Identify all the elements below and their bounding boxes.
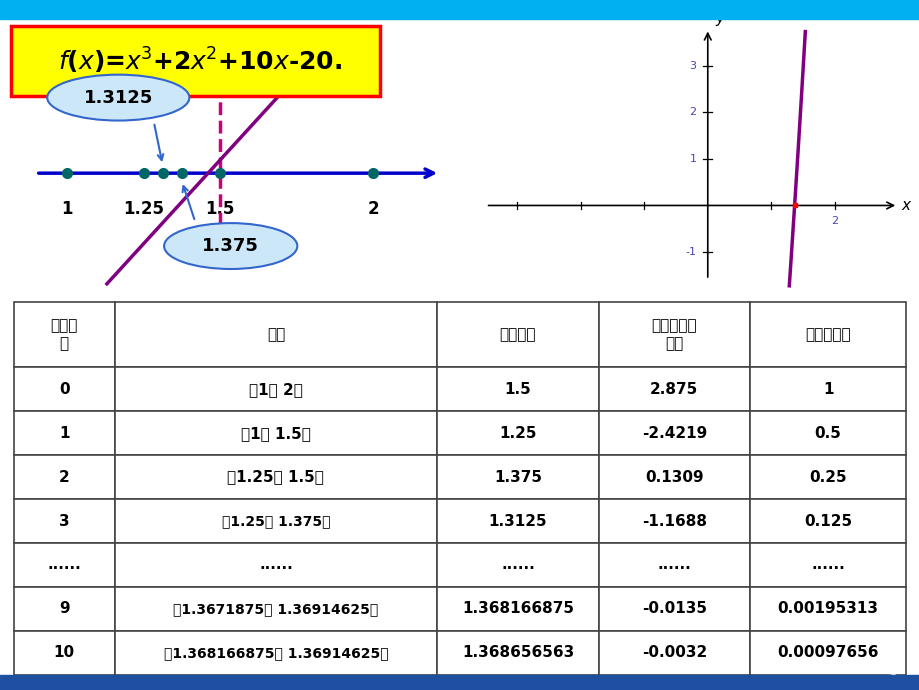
Bar [598,631,749,675]
Text: ......: ...... [501,558,534,573]
Text: -0.0135: -0.0135 [641,602,706,616]
Text: 3: 3 [883,667,896,684]
Bar [115,631,437,675]
Text: 1: 1 [59,426,69,441]
Bar [749,587,905,631]
Bar [437,367,598,411]
Bar [14,411,115,455]
Ellipse shape [164,223,297,269]
Text: 1.3125: 1.3125 [84,88,153,106]
Text: 0.1309: 0.1309 [644,470,703,484]
Bar [598,543,749,587]
Bar [749,302,905,367]
Text: 10: 10 [53,645,74,660]
Text: （1.25， 1.375）: （1.25， 1.375） [221,514,330,528]
Text: ......: ...... [259,558,292,573]
Text: 0.00097656: 0.00097656 [777,645,878,660]
Text: ......: ...... [47,558,81,573]
Bar [14,631,115,675]
Text: 中点的値: 中点的値 [499,327,536,342]
Text: 1.5: 1.5 [205,200,234,218]
Text: 3: 3 [59,513,69,529]
Bar [437,455,598,499]
Text: 1: 1 [822,382,833,397]
Text: 1.25: 1.25 [499,426,536,441]
Text: -1.1688: -1.1688 [641,513,706,529]
Text: 0.00195313: 0.00195313 [777,602,878,616]
Text: 2.875: 2.875 [650,382,698,397]
Bar [437,411,598,455]
Bar [14,302,115,367]
Text: 1.5: 1.5 [504,382,531,397]
Bar [749,455,905,499]
Text: ......: ...... [811,558,844,573]
Bar [598,499,749,543]
Bar [437,631,598,675]
Bar [14,499,115,543]
Bar [115,499,437,543]
Bar [14,455,115,499]
Text: 2: 2 [830,216,837,226]
Text: -2.4219: -2.4219 [641,426,706,441]
Bar [14,587,115,631]
Text: 迭代次
数: 迭代次 数 [51,318,78,351]
Text: 1: 1 [62,200,73,218]
Bar [598,455,749,499]
Bar [749,543,905,587]
Ellipse shape [47,75,189,121]
Text: 3: 3 [688,61,696,71]
Text: （1.25， 1.5）: （1.25， 1.5） [227,470,324,484]
Text: （1， 1.5）: （1， 1.5） [241,426,311,441]
Text: （1.3671875， 1.36914625）: （1.3671875， 1.36914625） [173,602,378,616]
Text: 1.368656563: 1.368656563 [461,645,573,660]
Text: 1.368166875: 1.368166875 [461,602,573,616]
Bar [749,499,905,543]
Text: 2: 2 [368,200,379,218]
Bar [598,587,749,631]
Bar [598,367,749,411]
Bar [115,587,437,631]
Text: 1: 1 [688,154,696,164]
Text: 当前精确度: 当前精确度 [804,327,850,342]
Text: 1.3125: 1.3125 [488,513,547,529]
Bar [115,411,437,455]
Text: 区间: 区间 [267,327,285,342]
Bar [115,455,437,499]
Text: $x$: $x$ [901,198,912,213]
Text: 2: 2 [59,470,70,484]
Text: $y$: $y$ [715,12,726,28]
Text: 中点函数近
似値: 中点函数近 似値 [651,318,697,351]
Text: -1: -1 [685,247,696,257]
Text: 2: 2 [688,108,696,117]
Bar [749,631,905,675]
Text: 0.125: 0.125 [803,513,851,529]
Bar [115,367,437,411]
FancyBboxPatch shape [11,26,380,96]
Text: 1.25: 1.25 [123,200,164,218]
Text: ......: ...... [657,558,690,573]
Text: 9: 9 [59,602,69,616]
Bar [115,302,437,367]
Bar [437,499,598,543]
Text: （1， 2）: （1， 2） [249,382,302,397]
Text: （1.368166875， 1.36914625）: （1.368166875， 1.36914625） [164,646,388,660]
Bar [749,367,905,411]
Bar [598,302,749,367]
Text: 0.25: 0.25 [809,470,846,484]
Bar [437,302,598,367]
Text: -0.0032: -0.0032 [641,645,706,660]
Bar [598,411,749,455]
Bar [749,411,905,455]
Bar [115,543,437,587]
Text: $\it{f}$($\it{x}$)=$\it{x}$$^3$+2$\it{x}$$^2$+10$\it{x}$-20.: $\it{f}$($\it{x}$)=$\it{x}$$^3$+2$\it{x}… [58,46,342,77]
Bar [14,543,115,587]
Text: 1.375: 1.375 [202,237,259,255]
Text: 1.375: 1.375 [494,470,541,484]
Text: 0.5: 0.5 [814,426,841,441]
Bar [14,367,115,411]
Text: 0: 0 [59,382,69,397]
Bar [437,543,598,587]
Bar [437,587,598,631]
